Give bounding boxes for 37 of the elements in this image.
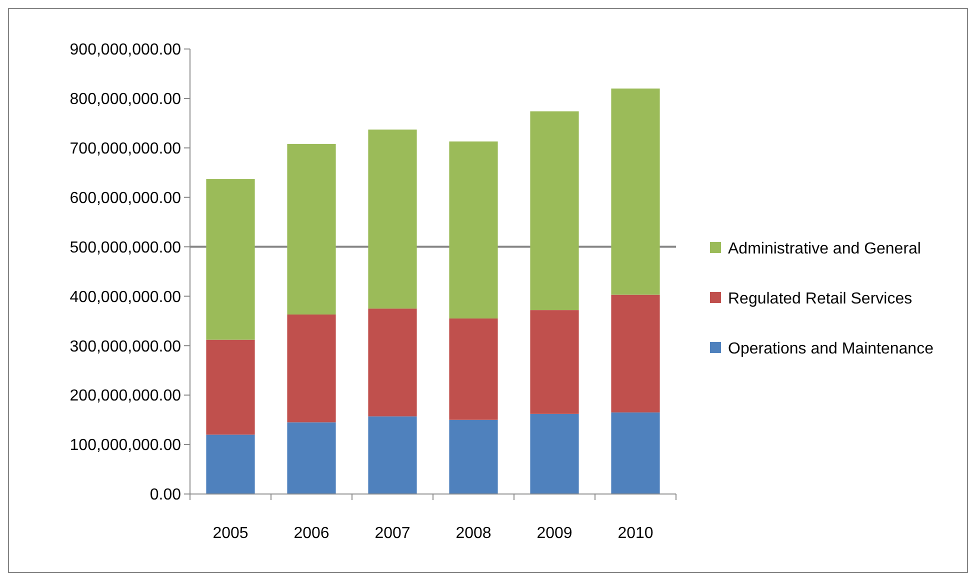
y-tick-label: 200,000,000.00 (70, 388, 182, 405)
bar (530, 414, 579, 494)
bar (206, 340, 255, 435)
x-tick-label: 2009 (536, 525, 572, 542)
y-tick-label: 800,000,000.00 (70, 91, 182, 108)
y-tick-label: 500,000,000.00 (70, 239, 182, 256)
legend-label: Operations and Maintenance (728, 340, 934, 358)
y-tick-label: 900,000,000.00 (70, 42, 182, 59)
x-tick-label: 2007 (374, 525, 410, 542)
bar (449, 318, 498, 420)
y-tick-label: 300,000,000.00 (70, 338, 182, 356)
y-tick-label: 0.00 (150, 486, 182, 504)
bar (611, 294, 660, 412)
bar (206, 434, 255, 494)
y-tick-label: 600,000,000.00 (70, 190, 182, 207)
y-tick-label: 700,000,000.00 (70, 140, 182, 158)
bar (287, 314, 336, 422)
bar (611, 88, 660, 295)
bar (530, 111, 579, 310)
bar (368, 416, 417, 494)
legend-label: Regulated Retail Services (728, 290, 912, 308)
bar (449, 141, 498, 318)
bar (287, 144, 336, 315)
x-tick-label: 2010 (618, 525, 654, 542)
bar (287, 422, 336, 494)
x-tick-label: 2008 (456, 525, 492, 542)
x-tick-label: 2005 (212, 525, 248, 542)
bar (530, 310, 579, 414)
y-tick-label: 100,000,000.00 (70, 437, 182, 454)
bar (368, 130, 417, 309)
bar (449, 420, 498, 494)
bar (368, 308, 417, 416)
legend-label: Administrative and General (728, 240, 921, 258)
x-tick-label: 2006 (294, 525, 330, 542)
y-tick-label: 400,000,000.00 (70, 288, 182, 306)
bar (611, 412, 660, 494)
bar (206, 179, 255, 340)
